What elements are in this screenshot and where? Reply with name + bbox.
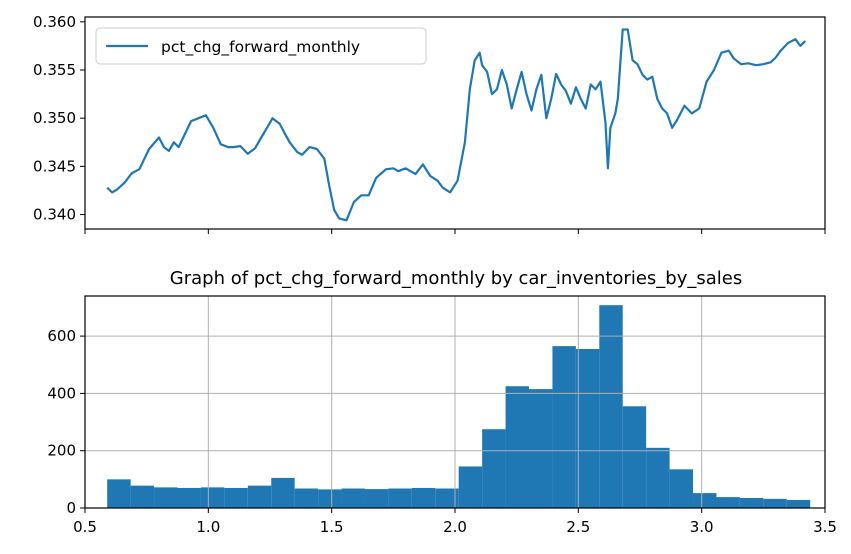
histogram-bar	[622, 406, 647, 508]
histogram-chart: Graph of pct_chg_forward_monthly by car_…	[47, 268, 837, 536]
x-tick-label: 2.5	[566, 518, 590, 536]
histogram-bar	[505, 386, 529, 508]
histogram-bar	[739, 497, 764, 508]
histogram-bar	[575, 349, 600, 508]
histogram-bar	[482, 429, 506, 508]
line-chart: 0.340 0.345 0.350 0.355 0.360 pct_chg_forwar…	[33, 13, 826, 234]
histogram-bar	[458, 466, 483, 508]
histogram-bar	[130, 485, 155, 508]
histogram-grid	[84, 296, 826, 509]
histogram-bar	[107, 479, 131, 508]
histogram-bar	[529, 389, 553, 508]
histogram-bar	[200, 487, 225, 508]
histogram-y-ticks: 0 200 400 600	[47, 327, 85, 517]
legend-label: pct_chg_forward_monthly	[161, 38, 360, 57]
x-tick-label: 1.0	[196, 518, 220, 536]
histogram-bar	[247, 485, 272, 508]
y-tick-label: 0.355	[33, 61, 76, 79]
line-chart-x-ticks	[84, 229, 826, 234]
histogram-bar	[388, 488, 412, 508]
y-tick-label: 200	[47, 442, 76, 460]
histogram-x-ticks: 0.5 1.0 1.5 2.0 2.5 3.0 3.5	[73, 508, 837, 536]
histogram-bar	[177, 487, 201, 508]
histogram-bar	[646, 447, 670, 508]
histogram-title: Graph of pct_chg_forward_monthly by car_…	[170, 268, 742, 289]
y-tick-label: 0.340	[33, 206, 76, 224]
histogram-bar	[271, 477, 295, 508]
line-chart-y-ticks: 0.340 0.345 0.350 0.355 0.360	[33, 13, 85, 224]
histogram-bar	[435, 488, 459, 508]
x-tick-label: 3.5	[813, 518, 837, 536]
x-tick-label: 3.0	[690, 518, 714, 536]
histogram-bar	[786, 499, 811, 508]
x-tick-label: 2.0	[443, 518, 467, 536]
histogram-bar	[763, 498, 787, 508]
histogram-bars	[107, 305, 811, 508]
y-tick-label: 400	[47, 384, 76, 402]
histogram-bar	[154, 487, 178, 508]
y-tick-label: 0	[66, 499, 76, 517]
histogram-bar	[411, 487, 436, 508]
histogram-bar	[669, 469, 694, 508]
histogram-bar	[318, 489, 342, 508]
y-tick-label: 0.345	[33, 157, 76, 175]
x-tick-label: 1.5	[320, 518, 344, 536]
histogram-bar	[224, 487, 248, 508]
histogram-bar	[693, 493, 717, 508]
histogram-bar	[364, 489, 389, 508]
histogram-bar	[716, 497, 740, 508]
x-tick-label: 0.5	[73, 518, 97, 536]
y-tick-label: 0.350	[33, 109, 76, 127]
histogram-bar	[599, 305, 623, 508]
legend-box	[95, 27, 427, 65]
histogram-bar	[294, 488, 319, 508]
histogram-bar	[552, 346, 576, 508]
series-line-pct-chg-forward-monthly	[106, 28, 807, 222]
y-tick-label: 0.360	[33, 13, 76, 31]
y-tick-label: 600	[47, 327, 76, 345]
histogram-bar	[341, 488, 365, 508]
legend: pct_chg_forward_monthly	[95, 27, 427, 65]
